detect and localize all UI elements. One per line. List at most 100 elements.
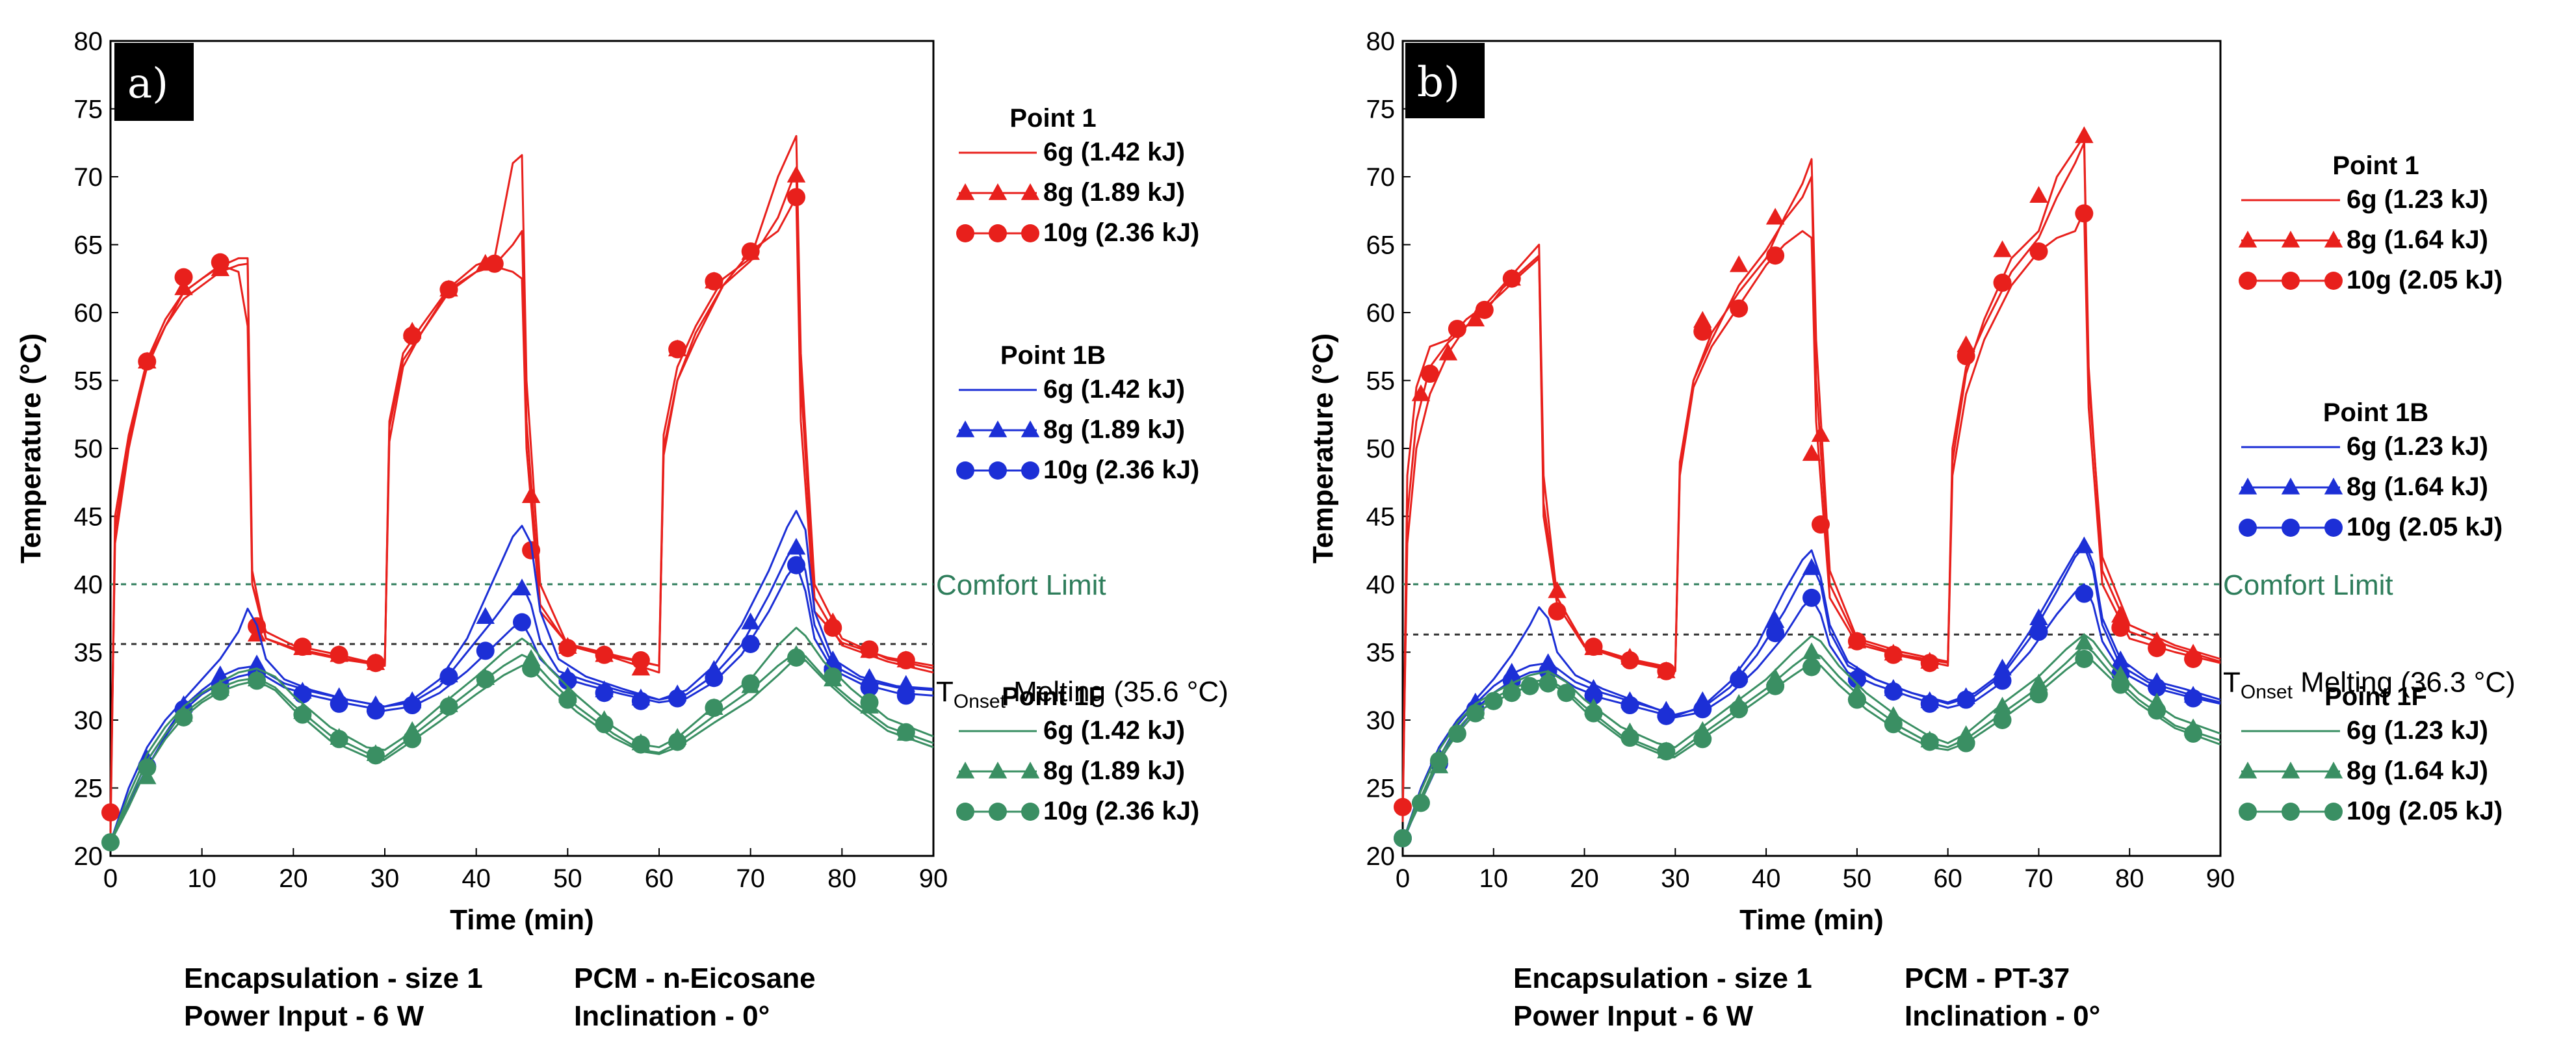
data-marker: [1520, 677, 1539, 695]
data-marker: [1957, 335, 1975, 352]
x-tick-label: 40: [462, 864, 491, 893]
chart-note: PCM - PT-37: [1905, 962, 2070, 994]
panel-tag-box: [1405, 43, 1485, 118]
legend-entry-label: 8g (1.89 kJ): [1043, 178, 1185, 207]
y-tick-label: 35: [74, 639, 103, 667]
data-marker: [439, 697, 458, 716]
data-marker: [2111, 618, 2130, 637]
legend-swatch-marker: [956, 183, 975, 200]
data-marker: [174, 268, 193, 287]
data-marker: [558, 639, 577, 658]
data-marker: [1620, 696, 1639, 715]
data-marker: [741, 242, 760, 261]
data-marker: [787, 165, 806, 183]
x-tick-label: 70: [2024, 864, 2053, 893]
data-marker: [1993, 671, 2012, 690]
data-marker: [896, 686, 915, 705]
legend-entry-label: 10g (2.36 kJ): [1043, 218, 1199, 247]
legend-swatch-marker: [1021, 803, 1039, 821]
x-tick-label: 80: [2115, 864, 2144, 893]
legend-swatch-marker: [2282, 272, 2300, 290]
y-tick-label: 45: [1366, 503, 1396, 532]
legend-group-title: Point 1B: [2323, 398, 2428, 427]
data-marker: [1394, 829, 1412, 847]
legend-swatch-marker: [1021, 183, 1040, 200]
legend-entry-label: 10g (2.36 kJ): [1043, 456, 1199, 484]
data-marker: [1802, 658, 1821, 677]
data-marker: [705, 272, 723, 290]
legend-entry-label: 6g (1.23 kJ): [2347, 185, 2488, 214]
data-marker: [2075, 649, 2094, 668]
y-tick-label: 75: [74, 96, 103, 124]
y-tick-label: 50: [74, 435, 103, 463]
data-marker: [485, 254, 504, 273]
y-tick-labels: 20 25 30 35 40 45 50 55 60 65 70 75 80: [1366, 27, 1411, 871]
y-tick-label: 25: [1366, 775, 1396, 803]
y-tick-label: 55: [74, 367, 103, 396]
legend-swatch-marker: [2239, 272, 2257, 290]
legend-swatch-marker: [1021, 224, 1039, 242]
data-marker: [668, 732, 687, 751]
data-marker: [1502, 269, 1521, 288]
legend-swatch-marker: [956, 803, 974, 821]
data-marker: [1920, 654, 1939, 673]
data-marker: [138, 758, 157, 777]
data-marker: [1657, 706, 1676, 725]
y-tick-label: 75: [1366, 96, 1396, 124]
data-marker: [1584, 704, 1603, 723]
data-marker: [1484, 691, 1503, 710]
data-marker: [1957, 734, 1975, 753]
legend-swatch-marker: [2324, 519, 2343, 537]
data-marker: [1766, 246, 1785, 265]
data-marker: [2148, 678, 2166, 697]
data-marker: [1557, 684, 1576, 703]
series-line: [109, 510, 934, 843]
y-tick-label: 40: [1366, 571, 1396, 599]
data-marker: [1993, 697, 2012, 714]
legend-entry-label: 10g (2.05 kJ): [2347, 513, 2503, 541]
y-tick-label: 60: [74, 299, 103, 328]
legend-group-title: Point 1F: [1002, 682, 1104, 711]
data-marker: [860, 693, 879, 712]
x-tick-label: 0: [103, 864, 118, 893]
data-marker: [1847, 632, 1866, 651]
legend-swatch-marker: [956, 224, 974, 242]
data-marker: [513, 613, 531, 632]
series-line: [1401, 142, 2221, 816]
data-marker: [1693, 730, 1712, 749]
series-line: [1401, 135, 2221, 822]
y-tick-labels: 20 25 30 35 40 45 50 55 60 65 70 75 80: [74, 27, 118, 871]
data-marker: [1657, 742, 1676, 761]
data-marker: [330, 645, 348, 664]
data-marker: [2029, 186, 2048, 203]
data-marker: [1693, 322, 1712, 341]
data-marker: [631, 691, 650, 710]
chart-note: Inclination - 0°: [1905, 1000, 2100, 1032]
data-marker: [138, 352, 157, 371]
data-marker: [1957, 346, 1975, 365]
data-marker: [1993, 240, 2012, 257]
x-tick-label: 80: [827, 864, 857, 893]
x-tick-label: 60: [1933, 864, 1962, 893]
data-marker: [558, 690, 577, 709]
x-axis-label: Time (min): [450, 904, 594, 936]
data-marker: [293, 638, 312, 656]
data-marker: [860, 678, 879, 697]
data-marker: [595, 645, 614, 664]
data-marker: [668, 340, 687, 359]
data-marker: [1811, 515, 1830, 534]
data-marker: [1584, 686, 1603, 705]
data-marker: [1411, 794, 1430, 812]
data-marker: [1884, 682, 1903, 701]
panel-b: b) 0 10 20 30 40 50 60 70 80 90 20 25 30 35 40 45 50 55 6…: [1307, 27, 2516, 1032]
legend-swatch-marker: [988, 183, 1008, 200]
legend-swatch-marker: [2324, 762, 2343, 779]
x-tick-labels: 0 10 20 30 40 50 60 70 80 90: [1396, 848, 2235, 893]
data-marker: [211, 665, 230, 682]
y-tick-label: 40: [74, 571, 103, 599]
y-tick-label: 30: [1366, 706, 1396, 735]
y-tick-label: 20: [1366, 842, 1396, 871]
legend-swatch-marker: [2282, 519, 2300, 537]
legend-entry-label: 6g (1.23 kJ): [2347, 432, 2488, 461]
data-marker: [293, 685, 312, 704]
